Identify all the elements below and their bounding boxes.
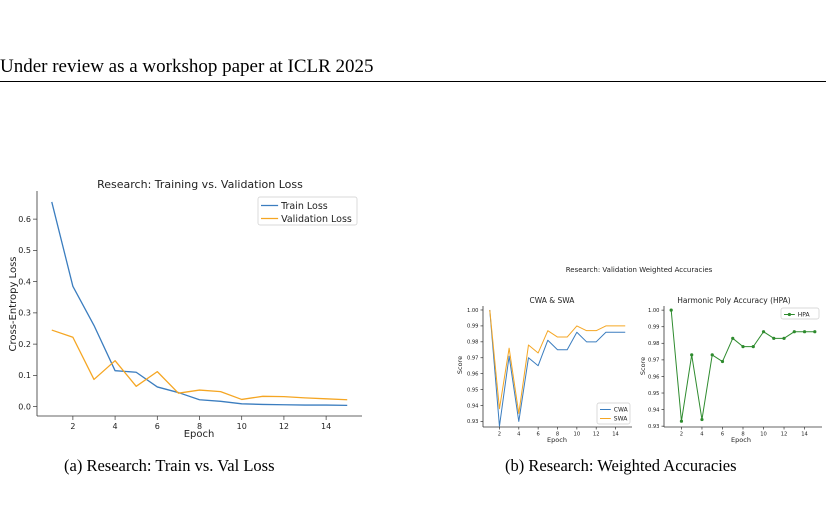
data-point: [741, 345, 745, 349]
x-tick-label: 12: [593, 432, 600, 438]
data-point: [700, 417, 704, 422]
cwa-swa-chart-plot: 2 4 6 8 10 12 14 0.93 0.94 0.95 0.96 0.97 0.98 0.99 1.…: [467, 306, 632, 438]
y-tick-label: 0.3: [18, 309, 31, 318]
hpa-chart-plot: 2 4 6 8 10 12 14 0.93 0.94 0.95 0.96 0.97 0.98 0.99 1.…: [648, 306, 822, 438]
x-tick-label: 6: [155, 422, 160, 431]
series-line-hpa: [670, 310, 815, 422]
hpa-chart: Harmonic Poly Accuracy (HPA) Epoch Score…: [639, 296, 822, 444]
y-tick-label: 0.0: [18, 402, 31, 411]
y-tick-label: 0.97: [648, 358, 660, 364]
x-tick-label: 4: [517, 432, 521, 438]
data-point: [751, 345, 755, 349]
x-tick-label: 8: [741, 432, 744, 438]
legend-label: Validation Loss: [281, 214, 352, 225]
data-point: [731, 336, 735, 340]
accuracy-suptitle: Research: Validation Weighted Accuracies: [566, 266, 713, 274]
x-tick-label: 14: [801, 432, 808, 438]
x-tick-label: 14: [321, 422, 331, 431]
data-point: [710, 353, 714, 357]
data-point: [761, 330, 766, 334]
legend-label: HPA: [798, 312, 811, 319]
y-tick-label: 0.94: [467, 403, 479, 409]
series-line-cwa: [489, 309, 626, 427]
y-tick-label: 0.93: [648, 424, 660, 430]
loss-chart: Research: Training vs. Validation Loss E…: [8, 178, 362, 440]
y-tick-label: 0.6: [18, 215, 31, 224]
x-tick-label: 2: [498, 432, 501, 438]
legend-label: SWA: [614, 416, 628, 423]
x-tick-label: 2: [680, 432, 683, 438]
x-tick-label: 6: [721, 432, 724, 438]
x-tick-label: 12: [781, 432, 788, 438]
y-tick-label: 0.96: [467, 371, 479, 377]
cwa-swa-chart: CWA & SWA Epoch Score 2 4 6 8 10 12 14 0.93 0.94…: [456, 296, 632, 444]
x-tick-label: 10: [237, 422, 247, 431]
y-tick-label: 0.1: [18, 371, 31, 380]
series-line-swa: [489, 309, 626, 414]
loss-chart-xlabel: Epoch: [184, 429, 215, 440]
loss-chart-title: Research: Training vs. Validation Loss: [97, 178, 303, 191]
x-tick-label: 4: [700, 432, 704, 438]
x-tick-label: 12: [279, 422, 289, 431]
y-tick-label: 0.95: [467, 387, 479, 393]
series-line-train-loss: [51, 201, 348, 407]
legend-box: [780, 307, 820, 320]
x-tick-label: 10: [574, 432, 581, 438]
y-tick-label: 0.97: [467, 356, 479, 362]
data-point: [772, 336, 776, 340]
data-point: [720, 359, 725, 364]
page-header: Under review as a workshop paper at ICLR…: [0, 56, 374, 77]
data-point: [669, 308, 673, 312]
hpa-chart-ylabel: Score: [639, 357, 647, 375]
y-tick-label: 0.99: [467, 324, 479, 330]
legend-marker: [787, 312, 792, 317]
y-tick-label: 0.4: [18, 277, 31, 286]
x-tick-label: 4: [113, 422, 118, 431]
x-tick-label: 8: [556, 432, 559, 438]
data-point: [813, 330, 817, 334]
x-tick-label: 2: [70, 422, 75, 431]
y-tick-label: 0.95: [648, 391, 660, 397]
y-tick-label: 0.99: [648, 325, 660, 331]
caption-a: (a) Research: Train vs. Val Loss: [64, 456, 275, 475]
y-tick-label: 0.2: [18, 340, 31, 349]
hpa-chart-title: Harmonic Poly Accuracy (HPA): [677, 296, 791, 305]
caption-b: (b) Research: Weighted Accuracies: [505, 456, 737, 475]
data-point: [792, 330, 796, 334]
y-tick-label: 1.00: [648, 308, 660, 314]
loss-chart-plot: 2 4 6 8 10 12 14 0.0 0.1 0.2 0.3 0.4 0.5 0.6 Train Los…: [18, 191, 362, 431]
x-tick-label: 14: [612, 432, 619, 438]
series-line-validation-loss: [51, 329, 348, 401]
y-tick-label: 0.93: [467, 419, 479, 425]
x-tick-label: 10: [760, 432, 767, 438]
data-point: [679, 419, 684, 423]
legend-label: CWA: [614, 407, 629, 414]
x-tick-label: 6: [536, 432, 539, 438]
legend-label: Train Loss: [280, 201, 328, 212]
cwa-swa-chart-xlabel: Epoch: [547, 436, 567, 444]
legend-box: [257, 196, 358, 226]
y-tick-label: 0.96: [648, 374, 660, 380]
hpa-chart-xlabel: Epoch: [731, 436, 751, 444]
y-tick-label: 0.98: [467, 340, 479, 346]
cwa-swa-chart-title: CWA & SWA: [530, 296, 576, 305]
loss-chart-ylabel: Cross-Entropy Loss: [8, 257, 19, 352]
data-point: [690, 353, 694, 357]
x-tick-label: 8: [197, 422, 202, 431]
y-tick-label: 1.00: [467, 308, 479, 314]
y-tick-label: 0.98: [648, 341, 660, 347]
data-point: [802, 330, 807, 334]
y-tick-label: 0.94: [648, 407, 660, 413]
header-rule: [0, 81, 826, 82]
data-point: [782, 336, 786, 340]
cwa-swa-chart-ylabel: Score: [456, 356, 464, 374]
y-tick-label: 0.5: [18, 246, 31, 255]
